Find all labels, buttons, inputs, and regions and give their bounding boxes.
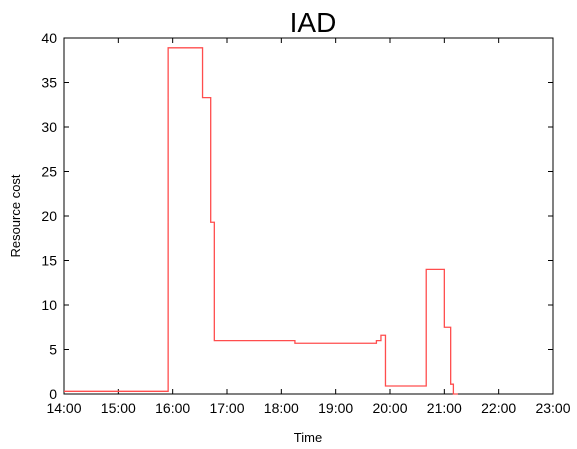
y-tick-label: 10 [41, 297, 57, 313]
x-axis-label: Time [294, 430, 322, 445]
y-tick-label: 15 [41, 253, 57, 269]
axis-ticks [63, 37, 554, 395]
x-tick-label: 22:00 [481, 400, 516, 416]
plot-frame [63, 37, 554, 395]
x-tick-label: 14:00 [46, 400, 81, 416]
x-tick-label: 18:00 [264, 400, 299, 416]
y-tick-label: 5 [49, 342, 57, 358]
y-tick-labels: 0 5 10 15 20 25 30 35 40 [41, 30, 57, 402]
y-tick-label: 25 [41, 164, 57, 180]
chart-title: IAD [290, 7, 337, 38]
y-tick-label: 30 [41, 119, 57, 135]
x-tick-label: 15:00 [101, 400, 136, 416]
y-tick-label: 0 [49, 386, 57, 402]
series-group [64, 47, 458, 395]
series-line-0 [64, 47, 458, 395]
y-tick-label: 35 [41, 75, 57, 91]
x-tick-label: 19:00 [318, 400, 353, 416]
y-axis-label: Resource cost [8, 174, 23, 257]
y-tick-label: 20 [41, 208, 57, 224]
x-tick-label: 21:00 [427, 400, 462, 416]
x-tick-labels: 14:00 15:00 16:00 17:00 18:00 19:00 20:00 21:00… [46, 400, 570, 416]
x-tick-label: 16:00 [155, 400, 190, 416]
x-tick-label: 20:00 [372, 400, 407, 416]
y-tick-label: 40 [41, 30, 57, 46]
x-tick-label: 23:00 [535, 400, 570, 416]
x-tick-label: 17:00 [209, 400, 244, 416]
